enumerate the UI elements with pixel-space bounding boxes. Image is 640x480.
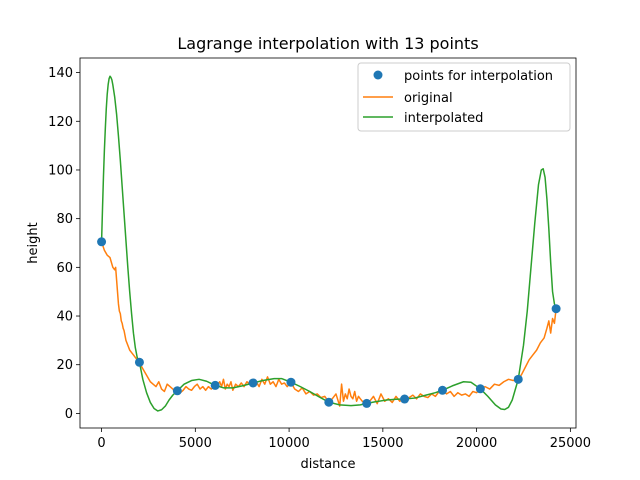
y-tick-label: 20 — [56, 358, 73, 373]
legend-label-points: points for interpolation — [404, 69, 553, 84]
legend-marker-points — [373, 70, 383, 80]
y-axis-label: height — [26, 222, 41, 263]
interpolation-point — [248, 378, 258, 388]
x-axis-label: distance — [300, 457, 355, 472]
y-tick-label: 40 — [56, 310, 73, 325]
axes-frame — [79, 57, 577, 429]
y-tick-label: 100 — [48, 163, 73, 178]
series-line-original — [100, 241, 557, 407]
x-axis-ticks: 0 5000 10000 15000 20000 25000 — [97, 428, 591, 451]
x-tick-label: 20000 — [456, 436, 497, 451]
x-tick-label: 5000 — [179, 436, 212, 451]
legend: points for interpolation original interp… — [357, 62, 571, 132]
legend-label-original: original — [404, 91, 453, 106]
interpolation-point — [362, 398, 372, 408]
legend-box — [357, 62, 571, 132]
interpolation-point — [134, 357, 144, 367]
y-tick-label: 60 — [56, 261, 73, 276]
x-tick-label: 0 — [97, 436, 105, 451]
interpolation-point — [172, 386, 182, 396]
interpolation-point — [437, 385, 447, 395]
interpolation-point — [475, 384, 485, 394]
interpolation-point — [513, 374, 523, 384]
plot-area — [97, 75, 561, 412]
y-axis-ticks: 0 20 40 60 80 100 120 140 — [48, 66, 80, 422]
x-tick-label: 15000 — [362, 436, 403, 451]
legend-label-interpolated: interpolated — [404, 111, 483, 126]
y-tick-label: 80 — [56, 212, 73, 227]
x-tick-label: 25000 — [550, 436, 591, 451]
interpolation-point — [324, 397, 334, 407]
y-tick-label: 0 — [65, 407, 73, 422]
chart-title: Lagrange interpolation with 13 points — [177, 34, 478, 53]
interpolation-point — [210, 380, 220, 390]
interpolation-point — [97, 237, 107, 247]
y-tick-label: 140 — [48, 66, 73, 81]
interpolation-point — [400, 394, 410, 404]
y-tick-label: 120 — [48, 115, 73, 130]
interpolation-point — [551, 304, 561, 314]
x-tick-label: 10000 — [268, 436, 309, 451]
interpolation-point — [286, 377, 296, 387]
